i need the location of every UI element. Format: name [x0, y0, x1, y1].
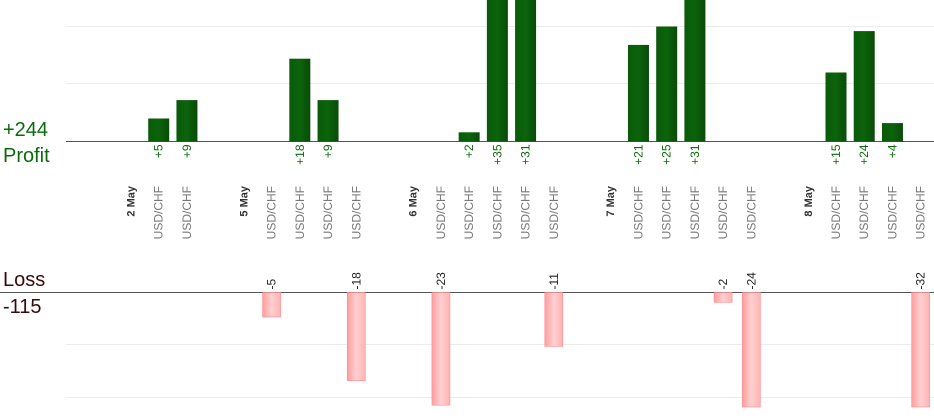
profit-value-label: +21	[631, 144, 645, 165]
category-label: USD/CHF	[490, 186, 504, 239]
profit-label: Profit	[3, 145, 50, 167]
category-label: USD/CHF	[519, 186, 533, 239]
loss-bar	[431, 292, 451, 406]
profit-bar	[458, 132, 480, 142]
profit-value-label: +15	[829, 144, 843, 165]
loss-bar	[346, 292, 366, 381]
date-label: 2 May	[126, 185, 138, 216]
profit-bar	[317, 100, 339, 142]
profit-bar	[515, 0, 537, 142]
profit-value-label: +5	[152, 144, 166, 158]
date-label: 6 May	[408, 185, 420, 216]
profit-value-label: +25	[660, 144, 674, 165]
category-label: USD/CHF	[857, 186, 871, 239]
loss-value-label: -24	[744, 272, 758, 290]
profit-value-label: +31	[688, 144, 702, 165]
category-label: USD/CHF	[293, 186, 307, 239]
loss-value-label: -2	[716, 279, 730, 290]
profit-bar	[627, 44, 649, 142]
date-label: 5 May	[238, 185, 250, 216]
category-label: USD/CHF	[321, 186, 335, 239]
date-label: 8 May	[803, 185, 815, 216]
date-label: 7 May	[605, 185, 617, 216]
loss-value-label: -5	[265, 279, 279, 290]
category-label: USD/CHF	[349, 186, 363, 239]
loss-value-label: -18	[349, 272, 363, 290]
loss-value-label: -11	[547, 273, 561, 290]
category-label: USD/CHF	[462, 186, 476, 239]
category-label: USD/CHF	[547, 186, 561, 239]
loss-bar	[713, 292, 733, 303]
profit-value-label: +2	[462, 144, 476, 158]
category-label: USD/CHF	[434, 186, 448, 239]
profit-value-label: +31	[519, 144, 533, 165]
profit-value-label: +4	[885, 144, 899, 158]
category-label: USD/CHF	[688, 186, 702, 239]
profit-bar	[853, 31, 875, 142]
loss-bar	[742, 292, 761, 408]
loss-bar	[262, 292, 281, 318]
category-label: USD/CHF	[660, 186, 674, 239]
category-label: USD/CHF	[829, 186, 843, 239]
profit-bar	[684, 0, 706, 142]
profit-bar	[656, 26, 678, 142]
loss-value-label: -23	[434, 272, 448, 290]
profit-value-label: +24	[857, 144, 871, 165]
category-label: USD/CHF	[180, 186, 194, 239]
category-label: USD/CHF	[744, 186, 758, 239]
profit-value-label: +9	[180, 144, 194, 158]
category-label: USD/CHF	[631, 186, 645, 239]
profit-bar	[825, 72, 847, 142]
loss-bar	[911, 292, 930, 408]
category-label: USD/CHF	[716, 186, 730, 239]
category-label: USD/CHF	[885, 186, 899, 239]
loss-bar	[544, 292, 564, 347]
profit-bar	[148, 118, 170, 142]
loss-label: Loss	[3, 269, 46, 291]
category-label: USD/CHF	[914, 186, 928, 239]
profit-total: +244	[3, 119, 49, 141]
profit-bar	[176, 100, 198, 142]
profit-bar	[289, 58, 311, 142]
profit-value-label: +18	[293, 144, 307, 165]
category-label: USD/CHF	[265, 186, 279, 239]
profit-value-label: +9	[321, 144, 335, 158]
profit-bar	[881, 123, 903, 142]
loss-value-label: -32	[914, 272, 928, 290]
loss-total: -115	[3, 296, 42, 318]
profit-bar	[486, 0, 508, 142]
category-label: USD/CHF	[152, 186, 166, 239]
profit-value-label: +35	[490, 144, 504, 165]
